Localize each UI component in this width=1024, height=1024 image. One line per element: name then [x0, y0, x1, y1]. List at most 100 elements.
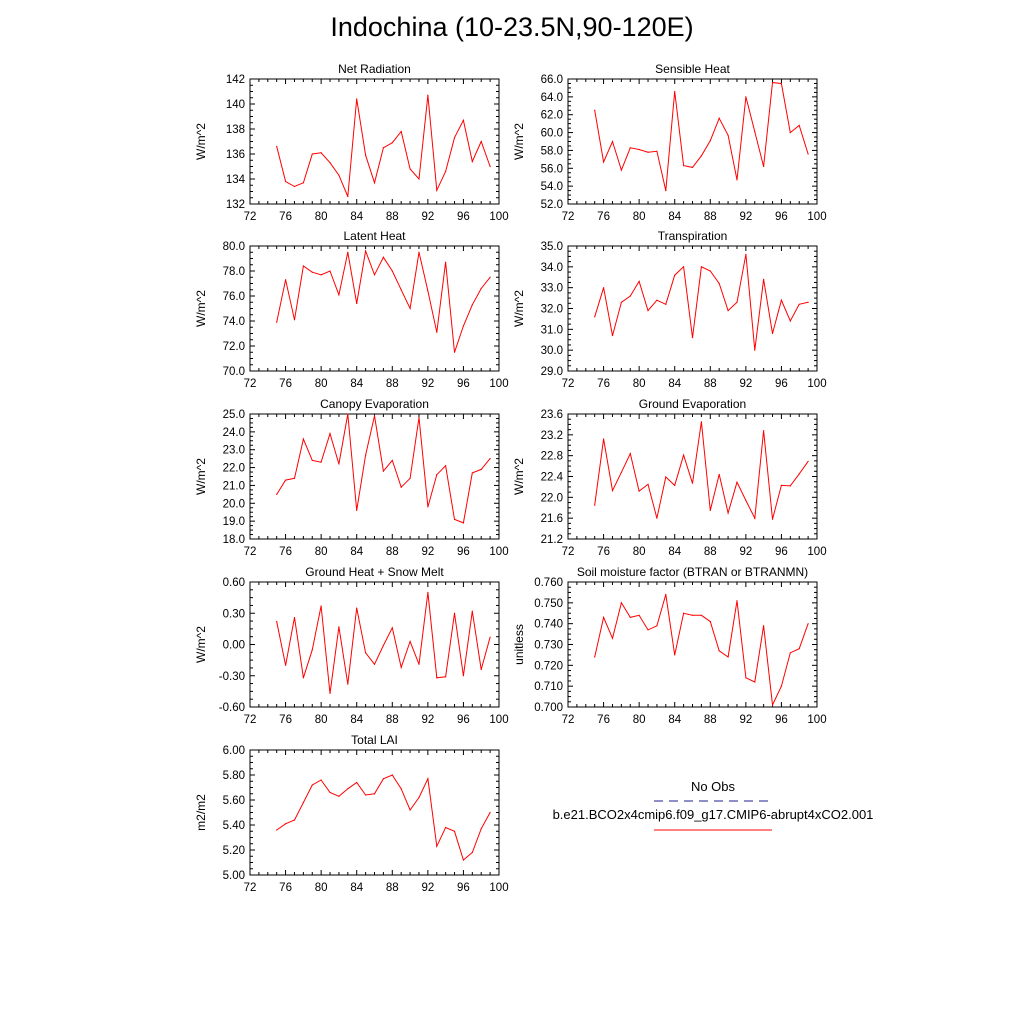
x-tick-label: 92 — [739, 546, 752, 558]
x-tick-label: 92 — [421, 211, 434, 223]
x-tick-label: 84 — [350, 211, 363, 223]
y-tick-label: 32.0 — [541, 304, 563, 316]
data-point — [718, 282, 720, 285]
x-tick-label: 84 — [350, 378, 363, 390]
data-point — [665, 476, 667, 478]
plot-frame — [249, 581, 500, 708]
data-point — [311, 459, 313, 462]
data-point — [656, 150, 658, 152]
data-point — [683, 266, 685, 268]
y-tick-label: 20.0 — [223, 498, 245, 510]
y-tick-label: 21.6 — [541, 513, 563, 525]
data-point — [373, 182, 376, 184]
data-point — [594, 656, 596, 658]
data-point — [409, 640, 411, 642]
y-tick-label: 0.740 — [534, 619, 563, 631]
plot-frame — [249, 413, 500, 540]
data-point — [789, 131, 791, 134]
data-point — [356, 98, 358, 100]
data-point — [771, 332, 774, 335]
data-point — [620, 602, 622, 604]
y-tick-label: 22.0 — [223, 463, 245, 475]
data-point — [709, 140, 711, 142]
x-tick-label: 84 — [668, 714, 681, 726]
data-point — [436, 331, 438, 333]
data-point — [365, 794, 367, 796]
x-tick-label: 80 — [633, 211, 646, 223]
y-tick-label: 23.0 — [223, 445, 245, 457]
y-tick-label: 0.720 — [534, 660, 563, 672]
y-axis-label: W/m^2 — [194, 626, 208, 663]
data-point — [763, 278, 765, 280]
plot-frame — [249, 245, 500, 372]
chart-title: Ground Evaporation — [639, 397, 746, 411]
data-point — [727, 309, 729, 312]
x-tick-label: 92 — [739, 211, 752, 223]
x-tick-label: 88 — [704, 546, 717, 558]
data-point — [665, 593, 667, 596]
data-point — [320, 779, 322, 781]
data-point — [338, 463, 340, 465]
data-point — [638, 614, 640, 616]
x-tick-label: 100 — [489, 714, 508, 726]
data-point — [338, 174, 340, 176]
y-tick-label: 78.0 — [223, 266, 245, 278]
y-tick-label: 31.0 — [541, 324, 563, 336]
data-point — [763, 625, 765, 627]
data-point — [691, 337, 694, 339]
y-tick-label: 132 — [226, 199, 245, 211]
data-point — [594, 109, 596, 111]
data-point — [647, 151, 649, 153]
y-tick-label: 54.0 — [541, 181, 563, 193]
data-point — [718, 117, 720, 119]
x-tick-label: 80 — [315, 211, 328, 223]
data-point — [391, 270, 393, 272]
legend-model-label: b.e21.BCO2x4cmip6.f09_g17.CMIP6-abrupt4x… — [553, 807, 874, 822]
data-point — [780, 484, 783, 486]
data-point — [683, 165, 685, 167]
x-tick-label: 84 — [668, 211, 681, 223]
data-point — [611, 140, 614, 143]
y-tick-label: 5.80 — [223, 770, 245, 782]
chart-title: Ground Heat + Snow Melt — [305, 565, 444, 579]
y-tick-label: 62.0 — [541, 110, 563, 122]
x-tick-label: 96 — [457, 546, 470, 558]
series-line — [594, 421, 809, 520]
x-tick-label: 76 — [279, 378, 292, 390]
y-tick-label: 70.0 — [223, 366, 245, 378]
chart-title: Transpiration — [658, 229, 728, 243]
y-tick-label: 0.710 — [534, 681, 563, 693]
x-tick-label: 100 — [807, 378, 826, 390]
x-tick-label: 80 — [315, 546, 328, 558]
data-point — [789, 320, 791, 322]
data-point — [480, 668, 482, 671]
y-tick-label: 30.0 — [541, 345, 563, 357]
data-point — [745, 253, 747, 255]
data-point — [338, 626, 340, 628]
series-line — [594, 254, 809, 351]
data-point — [400, 289, 402, 291]
data-point — [620, 169, 622, 171]
x-tick-label: 84 — [350, 546, 363, 558]
data-point — [445, 826, 447, 829]
data-point — [754, 517, 756, 519]
data-point — [409, 307, 411, 310]
x-tick-label: 88 — [386, 378, 399, 390]
x-tick-label: 76 — [597, 546, 610, 558]
data-point — [594, 504, 596, 506]
data-point — [293, 819, 296, 821]
data-point — [674, 90, 676, 93]
y-tick-label: 74.0 — [223, 316, 245, 328]
x-tick-label: 84 — [350, 714, 363, 726]
data-point — [338, 294, 340, 296]
y-tick-label: 34.0 — [541, 262, 563, 274]
data-point — [453, 351, 456, 353]
data-point — [347, 413, 349, 415]
y-axis-label: W/m^2 — [194, 458, 208, 495]
y-tick-label: 29.0 — [541, 366, 563, 378]
data-point — [302, 438, 304, 440]
y-tick-label: 0.700 — [534, 702, 563, 714]
data-point — [293, 185, 296, 188]
x-tick-label: 96 — [457, 211, 470, 223]
data-point — [674, 654, 676, 656]
